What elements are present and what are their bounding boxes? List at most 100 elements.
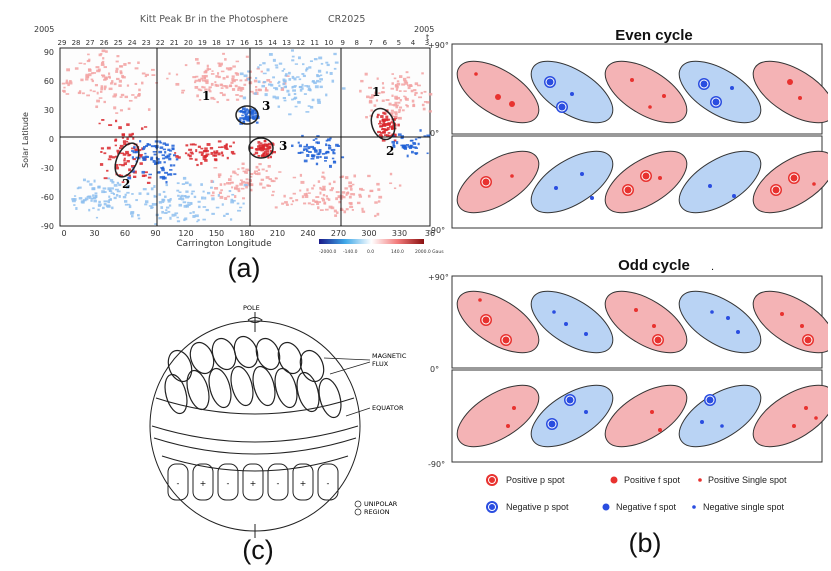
field-speckle xyxy=(327,144,331,147)
field-speckle xyxy=(217,72,220,75)
field-speckle xyxy=(78,197,83,200)
polarity-sign: - xyxy=(277,479,280,488)
field-speckle xyxy=(231,79,236,83)
y-tick-label: -60 xyxy=(41,193,54,202)
x-tick-label: 60 xyxy=(120,229,130,238)
field-speckle xyxy=(336,211,339,215)
field-speckle xyxy=(239,95,243,98)
field-speckle xyxy=(405,97,409,101)
field-speckle xyxy=(162,166,165,170)
field-speckle xyxy=(259,182,263,186)
positive-spot xyxy=(634,308,638,312)
field-speckle xyxy=(216,101,219,104)
field-speckle xyxy=(162,157,166,160)
field-speckle xyxy=(352,183,355,186)
field-speckle xyxy=(283,68,286,71)
field-speckle xyxy=(328,146,332,150)
field-speckle xyxy=(118,126,122,130)
field-speckle xyxy=(220,151,224,155)
year-left: 2005 xyxy=(34,25,54,34)
negative-spot xyxy=(584,410,588,414)
field-speckle xyxy=(239,86,243,90)
field-speckle xyxy=(86,59,91,63)
polarity-sign: - xyxy=(227,479,230,488)
x-tick-label: 210 xyxy=(270,229,285,238)
field-speckle xyxy=(291,144,294,148)
field-speckle xyxy=(321,175,325,178)
field-speckle xyxy=(327,198,331,201)
field-speckle xyxy=(104,77,108,80)
field-speckle xyxy=(215,75,219,78)
field-speckle xyxy=(283,99,287,102)
top-tick-label: 15 xyxy=(254,39,263,47)
field-speckle xyxy=(123,143,127,146)
field-speckle xyxy=(306,85,311,88)
field-speckle xyxy=(413,89,417,92)
colorbar-tick-labels: -2000.0 -140.0 0.0 140.0 2000.0 Gauss xyxy=(319,249,447,255)
field-speckle xyxy=(103,200,108,203)
field-speckle xyxy=(184,181,189,185)
positive-spot xyxy=(658,176,662,180)
field-speckle xyxy=(200,183,203,186)
field-speckle xyxy=(396,85,399,89)
field-speckle xyxy=(257,66,260,69)
field-speckle xyxy=(351,209,354,211)
even-south-spots xyxy=(456,150,831,214)
field-speckle xyxy=(261,186,266,189)
year-right: 2005 xyxy=(414,25,434,34)
field-speckle xyxy=(297,100,301,104)
field-speckle xyxy=(98,200,101,204)
field-speckle xyxy=(158,150,163,154)
field-speckle xyxy=(376,182,380,186)
field-speckle xyxy=(280,88,285,91)
field-speckle xyxy=(201,79,206,82)
field-speckle xyxy=(131,147,135,150)
field-speckle xyxy=(286,89,290,93)
field-speckle xyxy=(283,85,287,89)
field-speckle xyxy=(169,150,173,152)
field-speckle xyxy=(105,50,108,53)
field-speckle xyxy=(141,170,145,174)
field-speckle xyxy=(352,193,356,196)
field-speckle xyxy=(249,183,254,187)
field-speckle xyxy=(93,179,96,183)
field-speckle xyxy=(388,102,392,106)
field-speckle xyxy=(358,193,362,196)
field-speckle xyxy=(339,194,344,198)
field-speckle xyxy=(118,183,122,187)
field-speckle xyxy=(119,65,124,68)
field-speckle xyxy=(141,81,144,85)
field-speckle xyxy=(61,82,66,85)
field-speckle xyxy=(135,156,138,159)
field-speckle xyxy=(241,197,246,200)
field-speckle xyxy=(107,177,111,180)
field-speckle xyxy=(255,172,258,175)
field-speckle xyxy=(204,147,208,150)
field-speckle xyxy=(294,105,298,108)
field-speckle xyxy=(328,205,333,209)
field-speckle xyxy=(167,173,170,176)
unipolar-label-1: UNIPOLAR xyxy=(364,500,398,508)
field-speckle xyxy=(277,82,280,84)
field-speckle xyxy=(127,154,131,157)
field-speckle xyxy=(114,163,119,167)
field-speckle xyxy=(86,180,90,183)
field-speckle xyxy=(111,206,114,210)
field-speckle xyxy=(285,75,290,77)
field-speckle xyxy=(270,179,274,183)
negative-spot xyxy=(708,184,712,188)
field-speckle xyxy=(319,80,322,83)
field-speckle xyxy=(316,153,320,156)
field-speckle xyxy=(146,192,150,196)
field-speckle xyxy=(269,81,272,83)
positive-spot xyxy=(506,424,510,428)
field-speckle xyxy=(345,192,350,195)
field-speckle xyxy=(410,150,414,154)
field-speckle xyxy=(253,79,258,83)
field-speckle xyxy=(96,91,99,95)
field-speckle xyxy=(418,96,423,99)
field-speckle xyxy=(153,162,158,165)
field-speckle xyxy=(367,194,371,198)
field-speckle xyxy=(198,99,202,101)
field-speckle xyxy=(396,104,399,107)
